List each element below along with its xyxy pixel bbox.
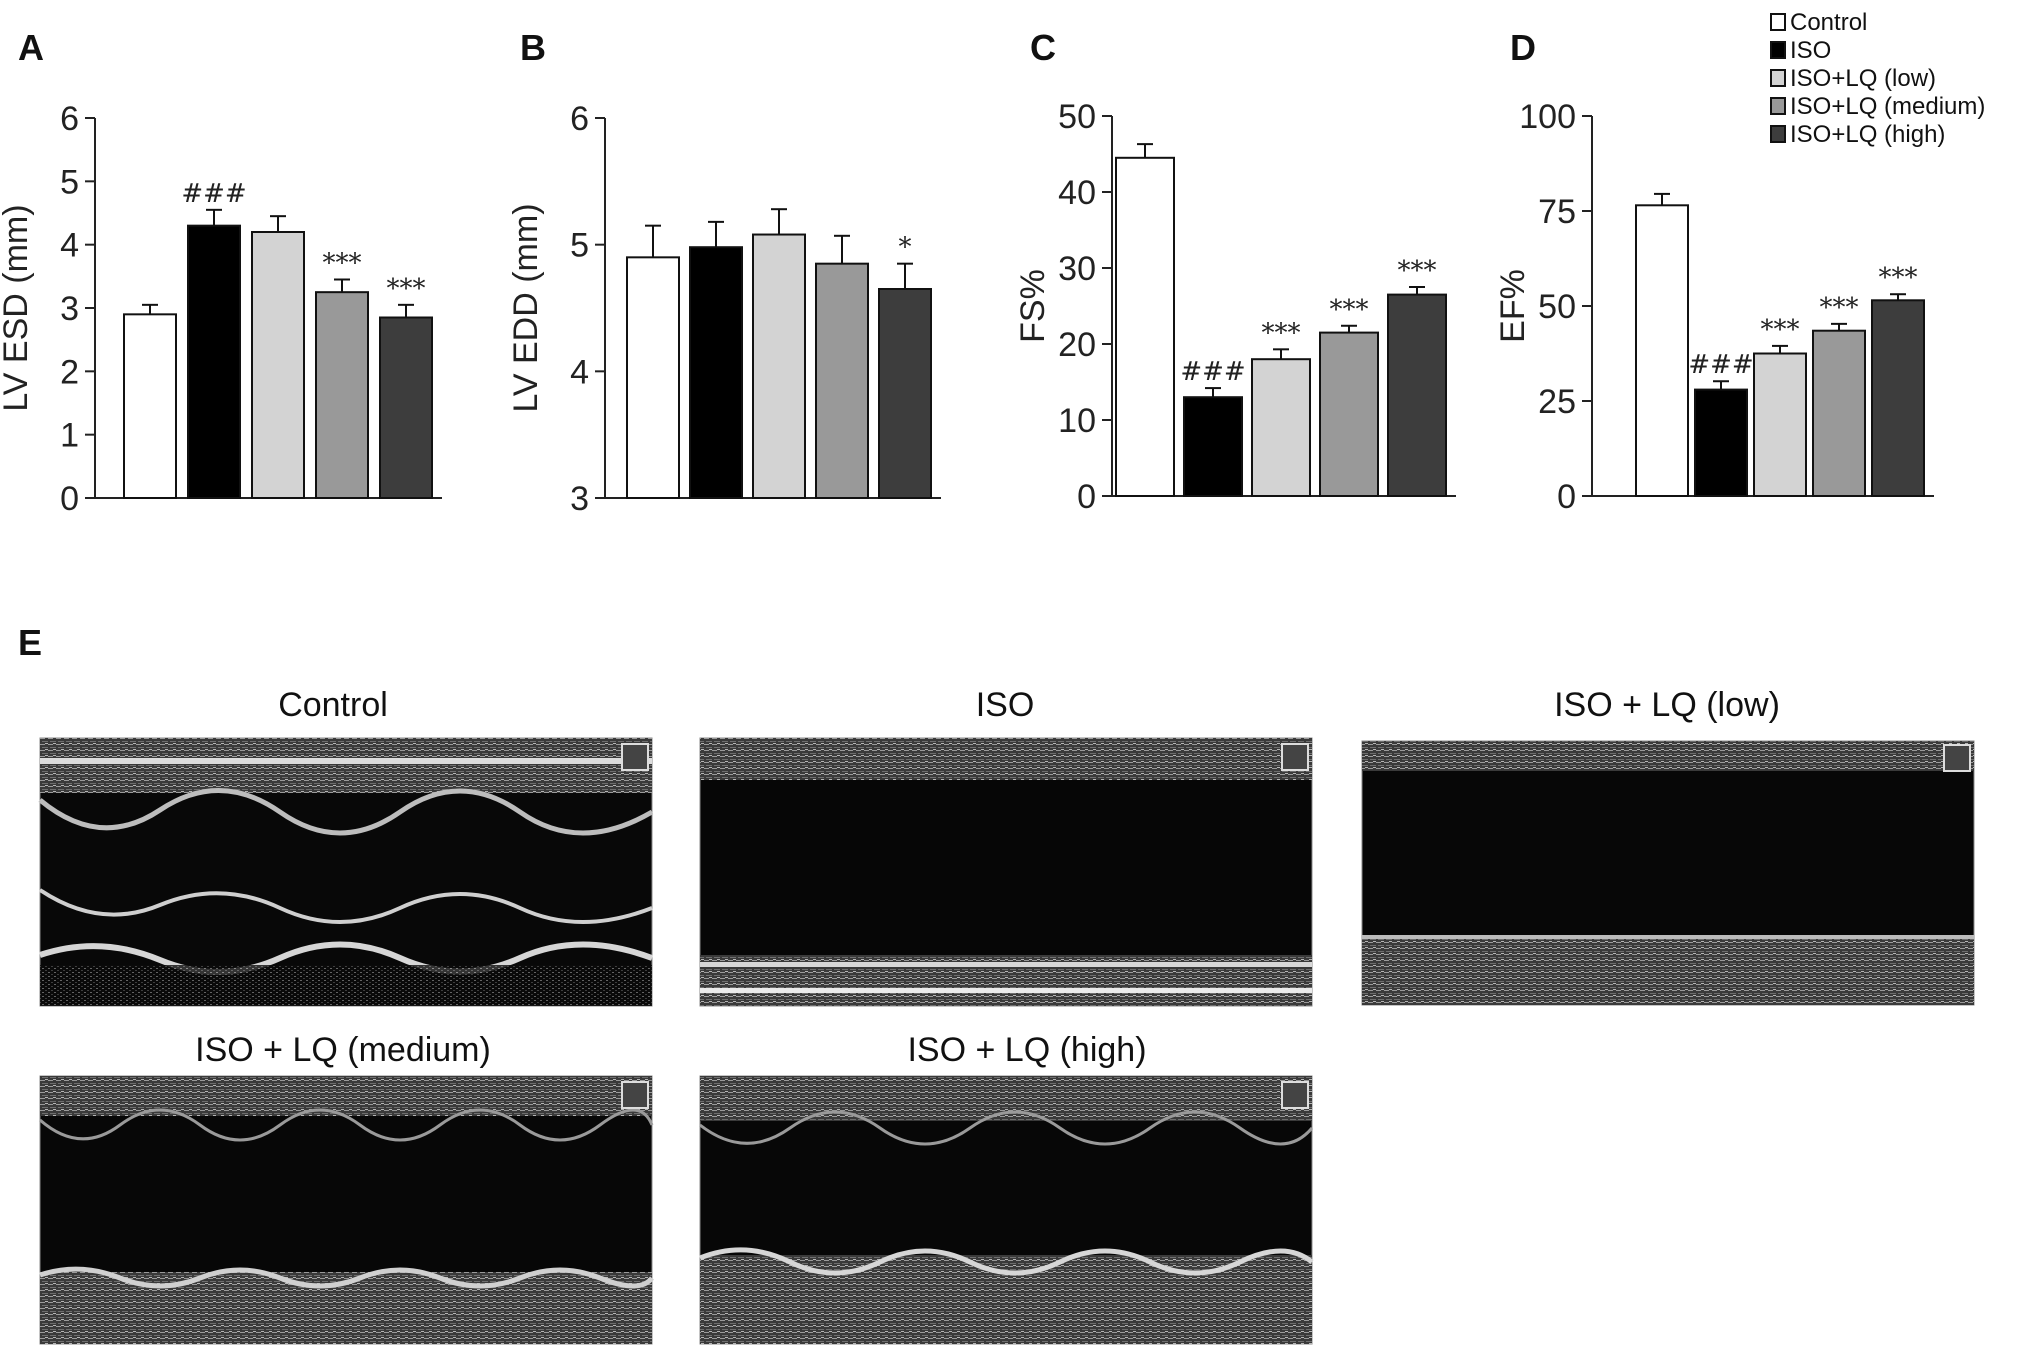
panel-d: D 0 25 50 75 100 EF% ### *** *** *** [1494, 27, 1934, 516]
bar-c-iso [1183, 396, 1243, 498]
chart-d: 0 25 50 75 100 EF% ### *** *** *** [1494, 98, 1934, 516]
legend-swatch-iso [1770, 41, 1786, 59]
bar-d-iso-lq-low [1753, 352, 1807, 497]
bar-b-iso-lq-medium [815, 262, 869, 499]
panel-letter-b: B [520, 27, 546, 68]
legend-label-control: Control [1790, 9, 1867, 36]
legend-swatch-iso-lq-high [1770, 125, 1786, 143]
legend-swatch-iso-lq-low [1770, 69, 1786, 87]
y-tick-label-b: 3 [570, 480, 589, 518]
panel-letter-e: E [18, 622, 42, 663]
bar-d-iso-lq-high [1871, 299, 1925, 497]
y-tick-label-a: 2 [60, 353, 79, 391]
chart-c: 0 10 20 30 40 50 FS% ### *** *** *** [1014, 98, 1456, 516]
legend-swatch-iso-lq-medium [1770, 97, 1786, 115]
echo-medium: ISO + LQ (medium) [39, 1031, 654, 1345]
significance-d-iso-lq-high: *** [1879, 263, 1918, 293]
y-tick-label-d: 50 [1538, 288, 1576, 326]
significance-b-iso-lq-high: * [899, 233, 912, 263]
significance-a-iso: ### [181, 179, 246, 209]
bar-a-iso-lq-high [379, 316, 433, 499]
panel-letter-a: A [18, 27, 44, 68]
bar-a-iso-lq-medium [315, 291, 369, 499]
y-tick-label-c: 20 [1058, 326, 1096, 364]
bar-c-iso-lq-low [1251, 358, 1311, 498]
y-tick-label-a: 0 [60, 480, 79, 518]
echo-title-low: ISO + LQ (low) [1554, 686, 1780, 724]
significance-c-iso-lq-high: *** [1398, 256, 1437, 286]
echo-control: Control [38, 686, 654, 1007]
significance-c-iso: ### [1180, 357, 1245, 387]
legend-label-iso-lq-low: ISO+LQ (low) [1790, 65, 1936, 92]
y-axis-label-a: LV ESD (mm) [0, 204, 35, 411]
significance-a-iso-lq-medium: *** [323, 249, 362, 279]
panel-a: A 0 1 2 3 4 5 6 LV ESD (mm) ### *** *** [0, 27, 442, 518]
bar-b-control [626, 256, 680, 500]
chart-b: 3 4 5 6 LV EDD (mm) * [507, 100, 941, 518]
echo-high: ISO + LQ (high) [699, 1031, 1314, 1345]
significance-a-iso-lq-high: *** [387, 274, 426, 304]
bar-b-iso-lq-high [878, 288, 932, 499]
y-axis-label-c: FS% [1014, 269, 1052, 343]
echo-low: ISO + LQ (low) [1361, 686, 1975, 1006]
panel-b: B 3 4 5 6 LV EDD (mm) * [507, 27, 941, 518]
legend-swatch-control [1770, 13, 1786, 31]
y-tick-label-c: 10 [1058, 402, 1096, 440]
panel-c: C 0 10 20 30 40 50 FS% ### *** *** *** [1014, 27, 1456, 516]
y-tick-label-a: 3 [60, 290, 79, 328]
y-tick-label-b: 4 [570, 353, 589, 391]
echo-image-low [1361, 740, 1975, 1006]
legend-label-iso-lq-high: ISO+LQ (high) [1790, 121, 1945, 148]
echo-image-high [699, 1075, 1314, 1345]
echo-title-high: ISO + LQ (high) [907, 1031, 1146, 1069]
y-tick-label-a: 5 [60, 163, 79, 201]
y-tick-label-d: 100 [1519, 98, 1576, 136]
y-axis-label-b: LV EDD (mm) [507, 203, 545, 412]
echo-image-control [38, 737, 654, 1007]
significance-d-iso-lq-low: *** [1761, 315, 1800, 345]
echo-title-iso: ISO [976, 686, 1035, 724]
bar-c-iso-lq-medium [1319, 331, 1379, 497]
significance-c-iso-lq-medium: *** [1330, 295, 1369, 325]
y-tick-label-a: 6 [60, 100, 79, 138]
panel-letter-c: C [1030, 27, 1056, 68]
bar-d-iso-lq-medium [1812, 329, 1866, 498]
echo-title-medium: ISO + LQ (medium) [195, 1031, 491, 1069]
panel-letter-d: D [1510, 27, 1536, 68]
bar-d-control [1635, 204, 1689, 498]
y-tick-label-c: 0 [1077, 478, 1096, 516]
y-tick-label-b: 6 [570, 100, 589, 138]
y-tick-label-d: 0 [1557, 478, 1576, 516]
y-axis-label-d: EF% [1494, 269, 1532, 343]
bar-a-iso [187, 224, 241, 500]
echo-iso: ISO [699, 686, 1313, 1007]
echo-image-iso [699, 737, 1313, 1007]
echo-title-control: Control [278, 686, 388, 724]
significance-c-iso-lq-low: *** [1262, 318, 1301, 348]
y-tick-label-b: 5 [570, 227, 589, 265]
legend-label-iso-lq-medium: ISO+LQ (medium) [1790, 93, 1985, 120]
y-tick-label-d: 75 [1538, 193, 1576, 231]
bar-b-iso [689, 246, 743, 499]
bar-b-iso-lq-low [752, 233, 806, 500]
y-tick-label-c: 30 [1058, 250, 1096, 288]
y-tick-label-a: 1 [60, 417, 79, 455]
y-tick-label-a: 4 [60, 227, 79, 265]
bar-d-iso [1694, 388, 1748, 498]
bar-a-control [123, 313, 177, 500]
legend-label-iso: ISO [1790, 37, 1831, 64]
y-tick-label-c: 50 [1058, 98, 1096, 136]
chart-a: 0 1 2 3 4 5 6 LV ESD (mm) ### *** *** [0, 100, 442, 518]
y-tick-label-d: 25 [1538, 383, 1576, 421]
bar-c-iso-lq-high [1387, 293, 1447, 497]
bar-c-control [1115, 156, 1175, 498]
bar-a-iso-lq-low [251, 231, 305, 499]
y-tick-label-c: 40 [1058, 174, 1096, 212]
significance-d-iso: ### [1688, 350, 1753, 380]
echo-image-medium [39, 1075, 654, 1345]
significance-d-iso-lq-medium: *** [1820, 293, 1859, 323]
